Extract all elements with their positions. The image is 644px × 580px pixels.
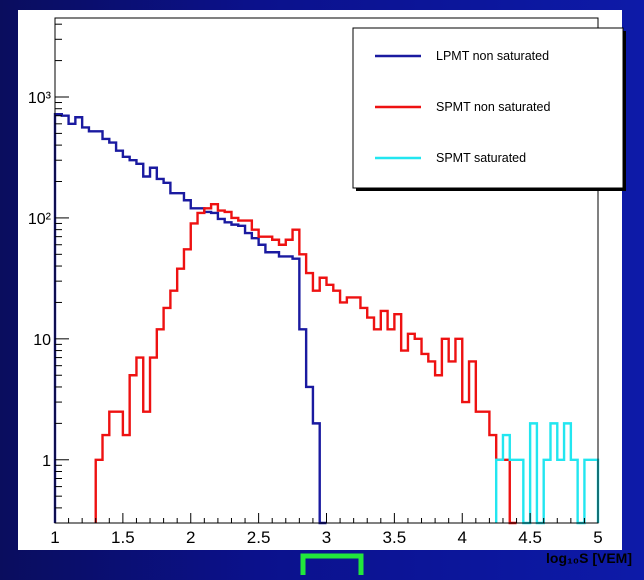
x-tick-label: 1 — [50, 528, 59, 547]
series-spmt-non-saturated — [94, 202, 517, 525]
legend: LPMT non saturated SPMT non saturated SPMT… — [352, 27, 626, 191]
x-tick-label: 1.5 — [111, 528, 135, 547]
x-tick-label: 4.5 — [518, 528, 542, 547]
x-tick-label: 3 — [322, 528, 331, 547]
y-tick-label: 1 — [42, 453, 51, 470]
x-tick-label: 4 — [458, 528, 467, 547]
x-axis-label: log₁₀S [VEM] — [546, 550, 632, 566]
legend-label: SPMT non saturated — [436, 100, 550, 114]
x-tick-label: 2.5 — [247, 528, 271, 547]
y-tick-label: 10 — [33, 332, 51, 349]
highlight-box — [300, 553, 364, 580]
y-tick-label: 10² — [28, 211, 52, 228]
legend-label: SPMT saturated — [436, 151, 526, 165]
y-tick-label: 10³ — [28, 90, 52, 107]
series-lpmt-non-saturated — [53, 113, 327, 525]
x-tick-label: 2 — [186, 528, 195, 547]
legend-label: LPMT non saturated — [436, 49, 549, 63]
axes-layer: 1 1.5 2 2.5 3 3.5 4 4.5 5 1 10 10² 10³ — [28, 17, 603, 547]
x-tick-label: 3.5 — [383, 528, 407, 547]
x-tick-label: 5 — [593, 528, 602, 547]
